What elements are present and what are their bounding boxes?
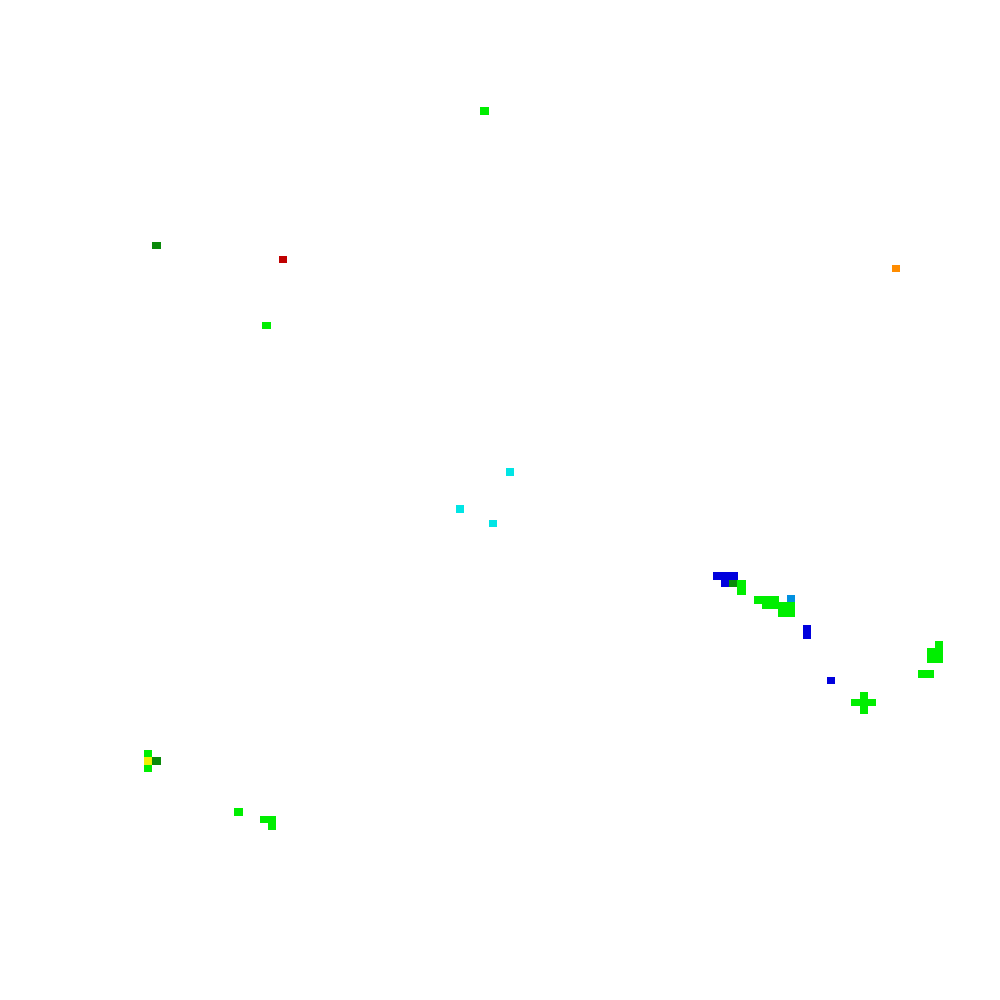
pixel [144, 765, 152, 772]
pixel [506, 468, 514, 476]
pixel [713, 572, 738, 580]
pixel [152, 757, 161, 765]
pixel [489, 520, 497, 527]
pixel [729, 580, 737, 587]
pixel [927, 648, 943, 663]
pixel [144, 757, 152, 765]
pixel [827, 677, 835, 684]
pixel [144, 750, 152, 757]
pixel [721, 580, 729, 587]
pixel [268, 816, 276, 830]
pixel [737, 580, 746, 595]
pixel [152, 242, 161, 249]
pixel [262, 322, 271, 329]
pixel [456, 505, 464, 513]
pixels [144, 107, 943, 830]
pixel [860, 692, 868, 714]
pixel [803, 625, 811, 639]
pixel [935, 641, 943, 649]
pixel [279, 256, 287, 263]
pixel [754, 596, 779, 604]
pixel [892, 265, 900, 272]
pixel [762, 603, 779, 609]
pixel [918, 670, 934, 678]
pixel [778, 602, 795, 617]
pixel [787, 595, 795, 602]
pixel [234, 808, 243, 816]
pixel [480, 107, 489, 115]
